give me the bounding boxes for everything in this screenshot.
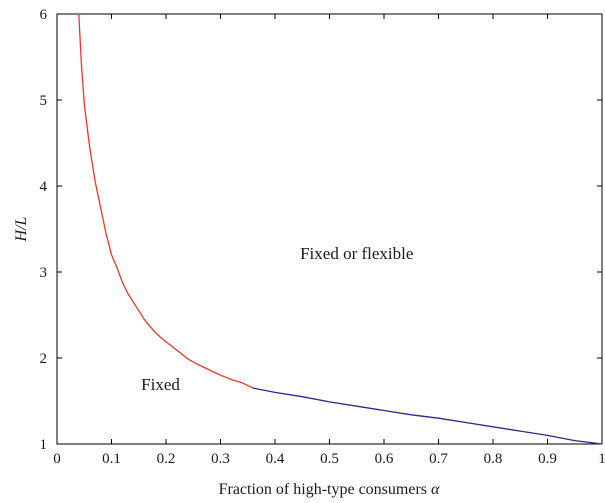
x-tick-label: 0.4 — [266, 451, 285, 467]
x-tick-label: 0.9 — [538, 451, 557, 467]
x-tick-label: 0.1 — [102, 451, 121, 467]
annotation-label: Fixed or flexible — [300, 244, 413, 263]
series-layer — [78, 13, 603, 445]
axis-ticks: 0 0.1 0.2 0.3 0.4 0.5 0.6 0.7 0.8 0.9 1 1 2 3 4 5 6 — [40, 7, 605, 467]
y-tick-label: 4 — [40, 179, 48, 195]
x-tick-label: 1 — [598, 451, 605, 467]
x-tick-label: 0.3 — [211, 451, 230, 467]
series-line-2 — [252, 387, 603, 445]
annotation-layer: Fixed or flexible Fixed — [141, 244, 413, 394]
x-tick-label: 0.7 — [429, 451, 448, 467]
x-tick-label: 0 — [53, 451, 61, 467]
x-tick-label: 0.2 — [157, 451, 176, 467]
y-tick-label: 1 — [40, 437, 48, 453]
y-tick-label: 5 — [40, 93, 48, 109]
x-axis-title-symbol: α — [431, 481, 440, 498]
x-tick-label: 0.5 — [320, 451, 339, 467]
plot-frame — [56, 13, 603, 445]
y-tick-label: 6 — [40, 7, 48, 23]
x-axis-title: Fraction of high-type consumers α — [219, 481, 440, 498]
x-tick-label: 0.8 — [484, 451, 503, 467]
x-axis-title-text: Fraction of high-type consumers — [219, 481, 427, 498]
annotation-label: Fixed — [141, 375, 180, 394]
y-axis-title: H/L — [13, 216, 30, 242]
x-tick-label: 0.6 — [375, 451, 394, 467]
series-line-1 — [78, 13, 254, 389]
y-tick-label: 2 — [40, 351, 48, 367]
y-tick-label: 3 — [40, 265, 48, 281]
